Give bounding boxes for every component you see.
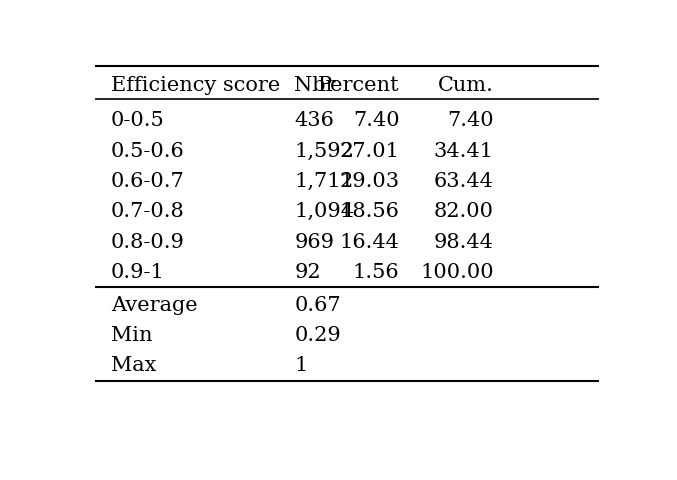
- Text: Cum.: Cum.: [438, 76, 494, 95]
- Text: 0.8-0.9: 0.8-0.9: [111, 232, 185, 251]
- Text: 18.56: 18.56: [340, 202, 399, 221]
- Text: 1,711: 1,711: [294, 171, 355, 191]
- Text: Max: Max: [111, 356, 156, 374]
- Text: Average: Average: [111, 295, 198, 314]
- Text: 0.29: 0.29: [294, 325, 341, 344]
- Text: 0.6-0.7: 0.6-0.7: [111, 171, 185, 191]
- Text: Nbr: Nbr: [294, 76, 336, 95]
- Text: Percent: Percent: [318, 76, 399, 95]
- Text: 1,094: 1,094: [294, 202, 355, 221]
- Text: 1,592: 1,592: [294, 141, 354, 160]
- Text: 29.03: 29.03: [339, 171, 399, 191]
- Text: 63.44: 63.44: [434, 171, 494, 191]
- Text: 969: 969: [294, 232, 334, 251]
- Text: 1: 1: [294, 356, 308, 374]
- Text: Efficiency score: Efficiency score: [111, 76, 280, 95]
- Text: 27.01: 27.01: [339, 141, 399, 160]
- Text: Min: Min: [111, 325, 152, 344]
- Text: 0.67: 0.67: [294, 295, 341, 314]
- Text: 16.44: 16.44: [340, 232, 399, 251]
- Text: 0.7-0.8: 0.7-0.8: [111, 202, 185, 221]
- Text: 92: 92: [294, 263, 321, 281]
- Text: 436: 436: [294, 111, 334, 130]
- Text: 82.00: 82.00: [434, 202, 494, 221]
- Text: 1.56: 1.56: [353, 263, 399, 281]
- Text: 98.44: 98.44: [434, 232, 494, 251]
- Text: 0.5-0.6: 0.5-0.6: [111, 141, 185, 160]
- Text: 34.41: 34.41: [434, 141, 494, 160]
- Text: 100.00: 100.00: [420, 263, 494, 281]
- Text: 7.40: 7.40: [447, 111, 494, 130]
- Text: 0.9-1: 0.9-1: [111, 263, 165, 281]
- Text: 0-0.5: 0-0.5: [111, 111, 165, 130]
- Text: 7.40: 7.40: [353, 111, 399, 130]
